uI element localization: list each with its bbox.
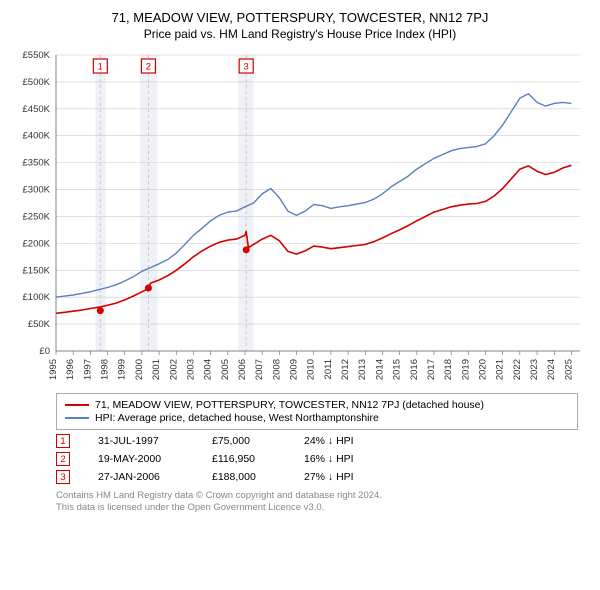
svg-text:2004: 2004 — [203, 359, 214, 380]
svg-text:2017: 2017 — [426, 359, 437, 380]
svg-text:£250K: £250K — [23, 211, 51, 222]
sale-date: 27-JAN-2006 — [98, 471, 184, 483]
sale-diff: 27% ↓ HPI — [304, 471, 384, 483]
legend-label: 71, MEADOW VIEW, POTTERSPURY, TOWCESTER,… — [95, 399, 484, 411]
legend-swatch — [65, 417, 89, 419]
svg-text:2008: 2008 — [271, 359, 282, 380]
legend-swatch — [65, 404, 89, 406]
legend: 71, MEADOW VIEW, POTTERSPURY, TOWCESTER,… — [56, 393, 578, 430]
svg-text:1: 1 — [98, 62, 103, 73]
svg-text:1999: 1999 — [117, 359, 128, 380]
svg-text:2: 2 — [146, 62, 151, 73]
svg-text:2021: 2021 — [495, 359, 506, 380]
legend-item: HPI: Average price, detached house, West… — [65, 412, 569, 424]
svg-text:2011: 2011 — [323, 359, 334, 379]
sale-marker: 3 — [56, 470, 70, 484]
legend-item: 71, MEADOW VIEW, POTTERSPURY, TOWCESTER,… — [65, 399, 569, 411]
svg-text:2006: 2006 — [237, 359, 248, 380]
svg-text:£550K: £550K — [23, 50, 51, 61]
svg-text:£50K: £50K — [28, 319, 51, 330]
svg-text:£150K: £150K — [23, 265, 51, 276]
sale-price: £116,950 — [212, 453, 276, 465]
svg-text:2009: 2009 — [289, 359, 300, 380]
line-chart: £0 £50K £100K £150K £200K £250K £300K £350K £400… — [8, 47, 592, 387]
sale-row: 1 31-JUL-1997 £75,000 24% ↓ HPI — [56, 434, 578, 448]
svg-text:1998: 1998 — [100, 359, 111, 380]
svg-text:2002: 2002 — [168, 359, 179, 380]
svg-text:2007: 2007 — [254, 359, 265, 380]
svg-text:3: 3 — [244, 62, 249, 73]
svg-text:2014: 2014 — [374, 359, 385, 380]
svg-text:£500K: £500K — [23, 77, 51, 88]
svg-text:£0: £0 — [39, 346, 50, 357]
svg-text:2020: 2020 — [478, 359, 489, 380]
sale-diff: 24% ↓ HPI — [304, 435, 384, 447]
chart-title: 71, MEADOW VIEW, POTTERSPURY, TOWCESTER,… — [8, 10, 592, 25]
sale-marker: 1 — [56, 434, 70, 448]
sale-price: £75,000 — [212, 435, 276, 447]
svg-text:£450K: £450K — [23, 104, 51, 115]
sale-date: 19-MAY-2000 — [98, 453, 184, 465]
svg-text:£100K: £100K — [23, 292, 51, 303]
svg-text:£300K: £300K — [23, 185, 51, 196]
svg-text:1997: 1997 — [82, 359, 93, 380]
chart-subtitle: Price paid vs. HM Land Registry's House … — [8, 27, 592, 41]
svg-text:£400K: £400K — [23, 131, 51, 142]
svg-text:2015: 2015 — [392, 359, 403, 380]
svg-text:2013: 2013 — [357, 359, 368, 380]
sale-marker: 2 — [56, 452, 70, 466]
svg-text:2024: 2024 — [546, 359, 557, 380]
sale-price: £188,000 — [212, 471, 276, 483]
footnote-line: Contains HM Land Registry data © Crown c… — [56, 490, 578, 502]
svg-text:£350K: £350K — [23, 158, 51, 169]
chart-container: £0 £50K £100K £150K £200K £250K £300K £350K £400… — [8, 47, 592, 387]
svg-text:1995: 1995 — [48, 359, 59, 380]
svg-text:2025: 2025 — [563, 359, 574, 380]
svg-text:2003: 2003 — [185, 359, 196, 380]
legend-label: HPI: Average price, detached house, West… — [95, 412, 379, 424]
svg-text:2000: 2000 — [134, 359, 145, 380]
svg-text:1996: 1996 — [65, 359, 76, 380]
svg-text:2001: 2001 — [151, 359, 162, 380]
sale-row: 2 19-MAY-2000 £116,950 16% ↓ HPI — [56, 452, 578, 466]
svg-text:2016: 2016 — [409, 359, 420, 380]
sale-row: 3 27-JAN-2006 £188,000 27% ↓ HPI — [56, 470, 578, 484]
svg-text:2005: 2005 — [220, 359, 231, 380]
svg-text:£200K: £200K — [23, 238, 51, 249]
sale-diff: 16% ↓ HPI — [304, 453, 384, 465]
svg-text:2019: 2019 — [460, 359, 471, 380]
svg-text:2018: 2018 — [443, 359, 454, 380]
svg-text:2022: 2022 — [512, 359, 523, 380]
footnote: Contains HM Land Registry data © Crown c… — [56, 490, 578, 515]
footnote-line: This data is licensed under the Open Gov… — [56, 502, 578, 514]
svg-text:2010: 2010 — [306, 359, 317, 380]
sale-date: 31-JUL-1997 — [98, 435, 184, 447]
svg-text:2023: 2023 — [529, 359, 540, 380]
svg-text:2012: 2012 — [340, 359, 351, 380]
sales-table: 1 31-JUL-1997 £75,000 24% ↓ HPI 2 19-MAY-2000… — [56, 434, 578, 484]
